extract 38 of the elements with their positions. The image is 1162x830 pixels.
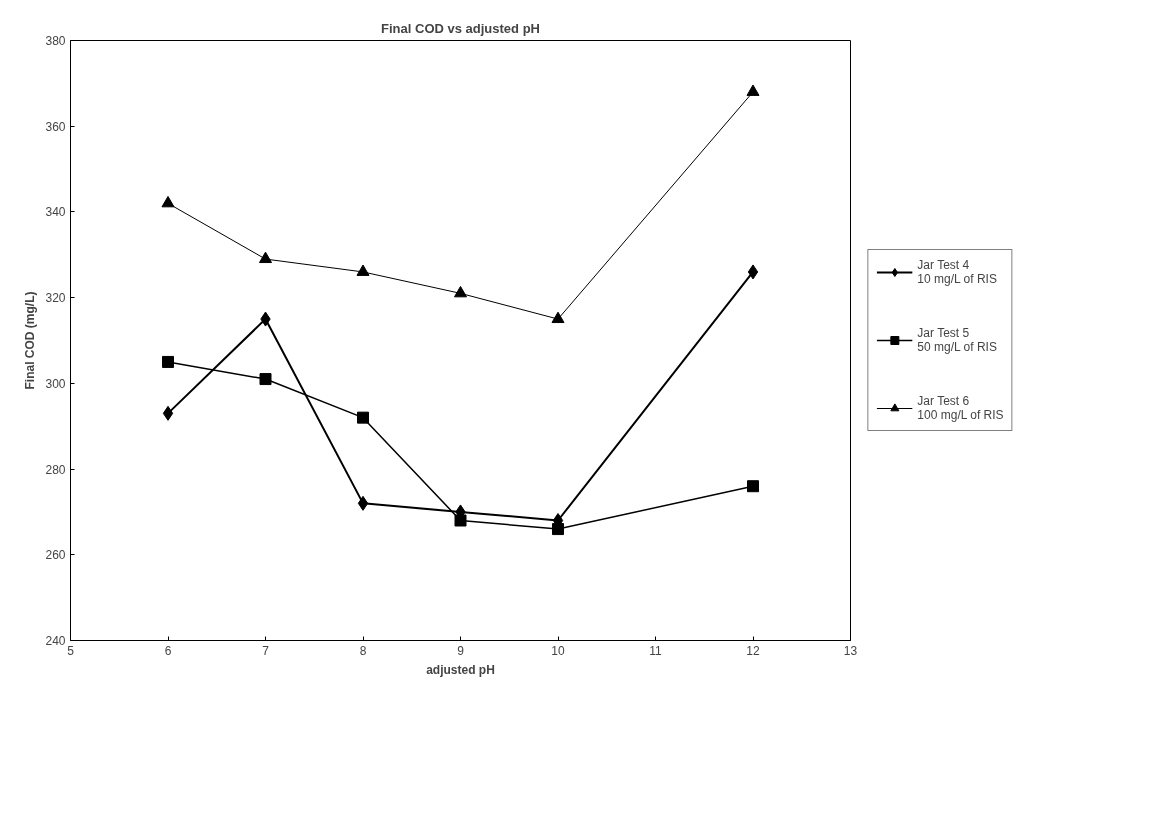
chart-title: Final COD vs adjusted pH <box>381 20 540 36</box>
legend-label: Jar Test 6 100 mg/L of RIS <box>917 394 1004 422</box>
point <box>746 84 760 96</box>
y-tick-label: 340 <box>45 205 66 220</box>
x-tick-label: 7 <box>262 643 270 658</box>
y-tick-label: 360 <box>45 119 66 134</box>
point <box>552 523 564 536</box>
point <box>454 285 467 298</box>
y-tick-label: 240 <box>45 634 66 648</box>
point <box>356 264 370 276</box>
y-tick-label: 380 <box>45 34 66 48</box>
x-tick-label: 10 <box>551 643 565 658</box>
y-tick-label: 320 <box>45 291 66 306</box>
y-tick-label: 260 <box>45 548 66 563</box>
point <box>747 264 759 280</box>
x-tick-label: 12 <box>746 643 760 658</box>
point <box>454 514 467 527</box>
point <box>259 373 272 386</box>
y-tick-label: 280 <box>45 462 66 477</box>
x-tick-label: 9 <box>457 643 465 658</box>
point <box>357 495 369 511</box>
point <box>747 480 759 493</box>
x-tick-label: 8 <box>359 643 367 658</box>
x-tick-label: 13 <box>843 643 858 658</box>
x-tick-label: 6 <box>164 643 172 658</box>
y-tick-label: 300 <box>45 376 66 391</box>
legend-label: Jar Test 5 50 mg/L of RIS <box>917 326 997 354</box>
y-axis-title: Final COD (mg/L) <box>23 291 38 390</box>
x-tick-label: 11 <box>649 643 663 658</box>
point <box>161 195 175 208</box>
legend-label: Jar Test 4 10 mg/L of RIS <box>917 258 997 286</box>
point <box>162 355 174 368</box>
point <box>162 405 174 421</box>
x-axis-title: adjusted pH <box>426 662 495 677</box>
point <box>551 311 565 324</box>
x-tick-label: 5 <box>67 643 75 658</box>
point <box>357 411 369 424</box>
point <box>259 251 272 264</box>
